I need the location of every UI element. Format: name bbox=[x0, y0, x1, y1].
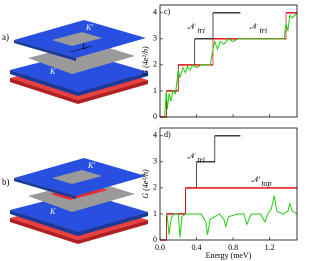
diagram-a bbox=[10, 20, 148, 104]
panel-label: d) bbox=[164, 130, 171, 139]
y-tick-label: 0 bbox=[153, 235, 157, 244]
plot-frame bbox=[159, 127, 298, 241]
x-tick-label: 0.0 bbox=[155, 243, 165, 252]
y-tick-label: 2 bbox=[153, 183, 157, 192]
panel-label: a) bbox=[2, 32, 9, 42]
annotation-sub: tri bbox=[197, 155, 205, 164]
panel-label: c) bbox=[164, 7, 171, 16]
annotation-sub: tri bbox=[197, 26, 205, 35]
annotation: 𝒩 bbox=[187, 22, 196, 31]
y-axis-label: G (4e²/h) bbox=[141, 46, 150, 76]
y-tick-label: 4 bbox=[153, 131, 157, 140]
diagram-text: K bbox=[49, 67, 56, 76]
y-tick-label: 0 bbox=[153, 112, 157, 121]
y-tick-label: 3 bbox=[153, 34, 157, 43]
x-tick-label: 1.2 bbox=[265, 243, 275, 252]
y-tick-label: 4 bbox=[153, 8, 157, 17]
series-line bbox=[165, 195, 298, 238]
y-tick-label: 1 bbox=[153, 86, 157, 95]
y-tick-label: 1 bbox=[153, 209, 157, 218]
x-axis-label: Energy (meV) bbox=[206, 251, 252, 260]
annotation: 𝒩′ bbox=[251, 175, 261, 184]
annotation-sub: tri bbox=[260, 26, 268, 35]
diagram-text: K bbox=[49, 207, 56, 216]
annotation: 𝒩 bbox=[250, 22, 259, 31]
diagram-text: K′ bbox=[87, 161, 95, 170]
y-tick-label: 2 bbox=[153, 60, 157, 69]
plot-frame bbox=[159, 4, 298, 118]
annotation-sub: top bbox=[261, 179, 271, 188]
annotation: 𝒩 bbox=[187, 151, 196, 160]
diagram-b bbox=[10, 158, 148, 244]
series-line bbox=[164, 12, 298, 118]
panel-label: b) bbox=[2, 177, 10, 187]
y-tick-label: 3 bbox=[153, 157, 157, 166]
x-tick-label: 0.8 bbox=[228, 243, 238, 252]
diagram-text: K′ bbox=[85, 23, 93, 32]
y-axis-label: G (4e²/h) bbox=[141, 169, 150, 199]
diagram-text: L bbox=[81, 42, 87, 51]
x-tick-label: 0.4 bbox=[192, 243, 202, 252]
